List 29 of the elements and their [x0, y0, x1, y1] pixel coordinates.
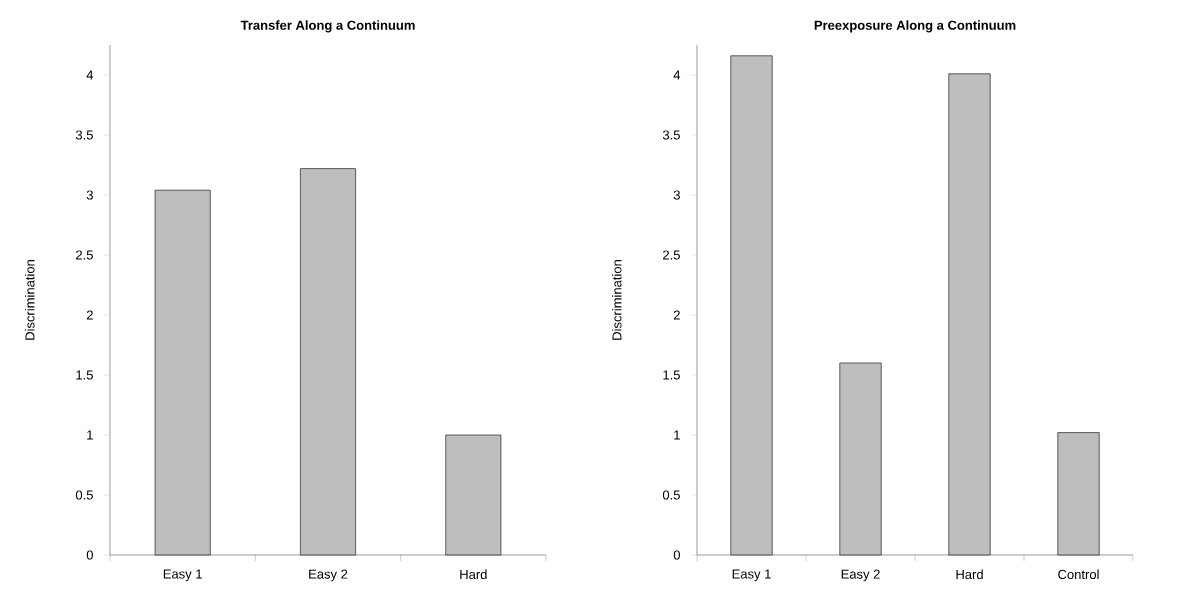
y-tick-label: 0 [86, 550, 93, 560]
x-tick-label: Hard [460, 569, 487, 580]
y-tick-label: 4 [673, 70, 681, 80]
x-tick-label: Easy 1 [732, 569, 771, 582]
y-tick-label: 2 [86, 310, 93, 320]
y-tick-label: 0 [673, 550, 680, 560]
x-tick-label: Easy 2 [309, 569, 348, 582]
y-axis-title: Discrimination [24, 260, 35, 340]
y-tick-label: 2.5 [663, 250, 680, 260]
y-tick-label: 0.5 [75, 490, 93, 500]
y-axis-title: Discrimination [611, 260, 622, 340]
y-tick-label: 3 [86, 190, 93, 200]
y-tick-label: 3.5 [75, 130, 93, 140]
y-tick-label: 1.5 [76, 370, 93, 380]
y-tick-label: 3.5 [662, 130, 680, 140]
x-tick-label: Easy 2 [841, 569, 880, 582]
x-tick-label: Easy 1 [163, 569, 202, 582]
y-tick-label: 1 [674, 430, 680, 440]
y-tick-label: 1.5 [663, 370, 680, 380]
y-tick-label: 1 [87, 430, 93, 440]
x-tick-label: Control [1058, 569, 1099, 580]
y-tick-label: 3 [673, 190, 680, 200]
y-tick-label: 0.5 [662, 490, 680, 500]
chart-title: Transfer Along a Continuum [240, 20, 415, 33]
chart-title: Preexposure Along a Continuum [814, 20, 1016, 33]
y-tick-label: 4 [86, 70, 94, 80]
y-tick-label: 2.5 [76, 250, 93, 260]
x-tick-label: Hard [956, 569, 983, 580]
y-tick-label: 2 [673, 310, 680, 320]
